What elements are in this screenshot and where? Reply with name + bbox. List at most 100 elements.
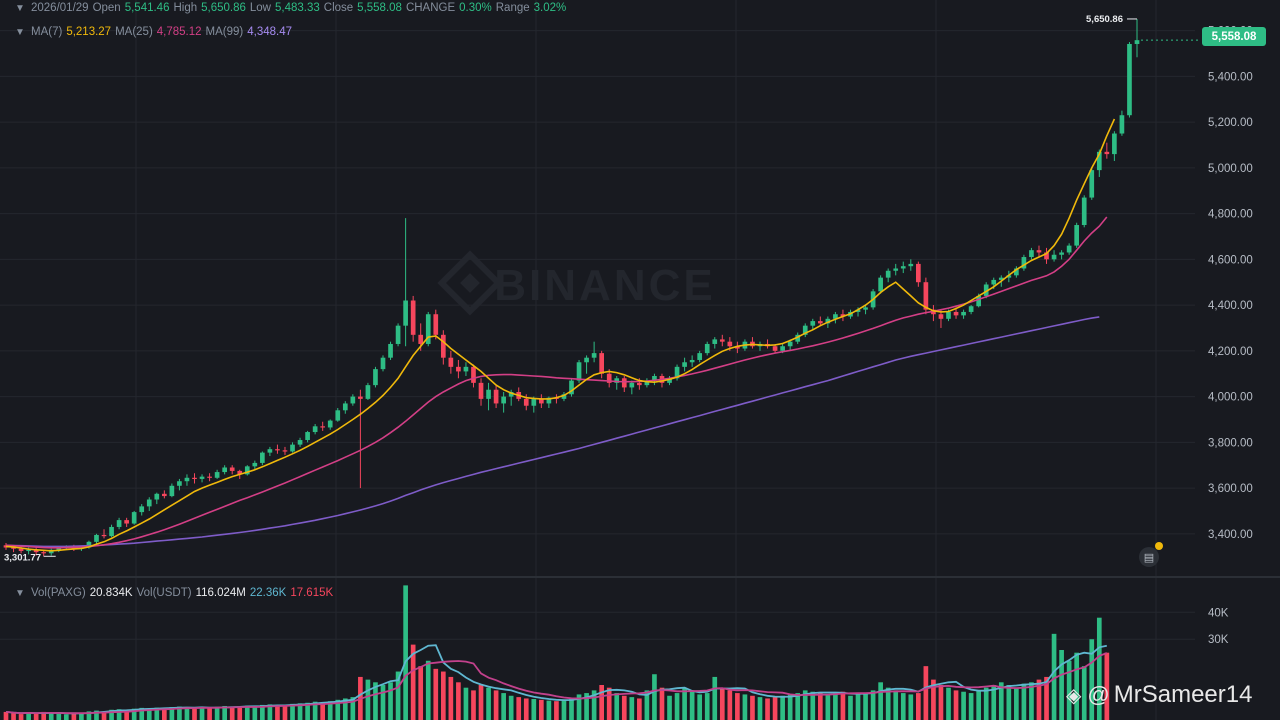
candle-body bbox=[1104, 151, 1110, 155]
volume-bar bbox=[516, 697, 522, 720]
volume-bar bbox=[523, 698, 529, 720]
high-label: High bbox=[173, 2, 198, 14]
candle bbox=[765, 339, 770, 349]
candle bbox=[704, 341, 710, 356]
candle-body bbox=[380, 357, 386, 370]
candle bbox=[863, 305, 868, 315]
candle bbox=[968, 305, 974, 315]
candle bbox=[584, 355, 589, 374]
candle-body bbox=[508, 392, 514, 397]
volume-bar bbox=[56, 713, 62, 720]
current-price-tag: 5,558.08 bbox=[1202, 27, 1266, 46]
candle bbox=[1089, 167, 1095, 200]
candle bbox=[290, 442, 295, 453]
candle-body bbox=[440, 334, 446, 358]
candle bbox=[561, 392, 567, 402]
ma7-label: MA(7) bbox=[31, 26, 63, 38]
candle bbox=[1029, 247, 1034, 260]
candle bbox=[478, 378, 484, 406]
price-tick-label: 4,000.00 bbox=[1208, 392, 1253, 404]
candle-body bbox=[968, 306, 974, 312]
volume-bar bbox=[795, 693, 801, 720]
candle bbox=[184, 474, 190, 486]
volume-bar bbox=[893, 690, 899, 720]
notes-icon[interactable]: ▤ bbox=[1139, 542, 1163, 567]
volume-bar bbox=[350, 697, 356, 720]
candle-body bbox=[373, 369, 378, 386]
candle bbox=[735, 341, 740, 354]
volume-bar bbox=[591, 690, 597, 720]
caret-down-icon[interactable]: ▼ bbox=[15, 587, 25, 599]
candle bbox=[388, 341, 393, 360]
candle-body bbox=[199, 476, 205, 479]
candle bbox=[817, 316, 823, 326]
candle-body bbox=[327, 420, 333, 428]
candle-body bbox=[388, 343, 393, 358]
volume-bar bbox=[802, 690, 808, 720]
caret-down-icon[interactable]: ▼ bbox=[15, 26, 25, 38]
candle bbox=[275, 444, 280, 454]
candle-body bbox=[606, 373, 612, 383]
volume-bar bbox=[682, 687, 687, 720]
volume-bar bbox=[787, 694, 793, 720]
volume-bar bbox=[1014, 687, 1019, 720]
volume-bar bbox=[848, 695, 853, 720]
volume-bar bbox=[991, 685, 997, 720]
low-label: Low bbox=[249, 2, 271, 14]
candle-body bbox=[18, 548, 24, 551]
candle-body bbox=[546, 397, 552, 404]
volume-bar bbox=[878, 682, 883, 720]
candle-body bbox=[162, 493, 167, 497]
volume-bar bbox=[365, 679, 371, 720]
volume-bar bbox=[1059, 650, 1064, 720]
candle-body bbox=[991, 279, 997, 285]
volume-bar bbox=[139, 707, 145, 720]
volume-bar bbox=[697, 694, 703, 720]
candle-body bbox=[146, 499, 152, 507]
candle bbox=[282, 446, 288, 455]
candle bbox=[440, 330, 446, 365]
range-label: Range bbox=[495, 2, 530, 14]
volume-bar bbox=[765, 698, 770, 720]
volume-bar bbox=[244, 705, 250, 720]
candle-body bbox=[177, 481, 182, 486]
volume-bar bbox=[71, 713, 77, 720]
candle bbox=[802, 323, 808, 338]
candle-body bbox=[591, 353, 597, 358]
candle-body bbox=[961, 311, 966, 316]
volume-bar bbox=[425, 660, 431, 720]
binance-logo-icon: ◈ bbox=[1066, 684, 1082, 707]
candle-body bbox=[154, 493, 160, 500]
volume-bar bbox=[584, 693, 589, 720]
candle bbox=[795, 332, 801, 344]
volume-bar bbox=[456, 682, 461, 720]
candle-body bbox=[305, 432, 310, 441]
binance-logo-icon bbox=[437, 250, 503, 316]
candle bbox=[124, 517, 129, 527]
candle-body bbox=[916, 263, 921, 283]
candle bbox=[1014, 266, 1019, 278]
volume-bar bbox=[863, 693, 868, 720]
volume-bar bbox=[1029, 682, 1034, 720]
price-tick-label: 4,800.00 bbox=[1208, 209, 1253, 221]
volume-bar bbox=[41, 711, 47, 720]
candle-body bbox=[116, 520, 122, 527]
volume-bar bbox=[471, 690, 476, 720]
price-tick-label: 4,400.00 bbox=[1208, 300, 1253, 312]
ma7-value: 5,213.27 bbox=[66, 26, 112, 38]
volume-bar bbox=[116, 709, 122, 720]
open-label: Open bbox=[92, 2, 121, 14]
volume-bar bbox=[79, 712, 84, 720]
volume-bar bbox=[916, 693, 921, 720]
candle bbox=[493, 385, 499, 409]
caret-down-icon[interactable]: ▼ bbox=[15, 2, 25, 14]
volume-bar bbox=[229, 707, 235, 720]
candle-body bbox=[1014, 268, 1019, 276]
volume-bar bbox=[1044, 676, 1049, 720]
ma7-line bbox=[5, 118, 1116, 552]
at-symbol: @ bbox=[1087, 682, 1110, 707]
candle-body bbox=[735, 346, 740, 349]
candle bbox=[207, 473, 212, 482]
